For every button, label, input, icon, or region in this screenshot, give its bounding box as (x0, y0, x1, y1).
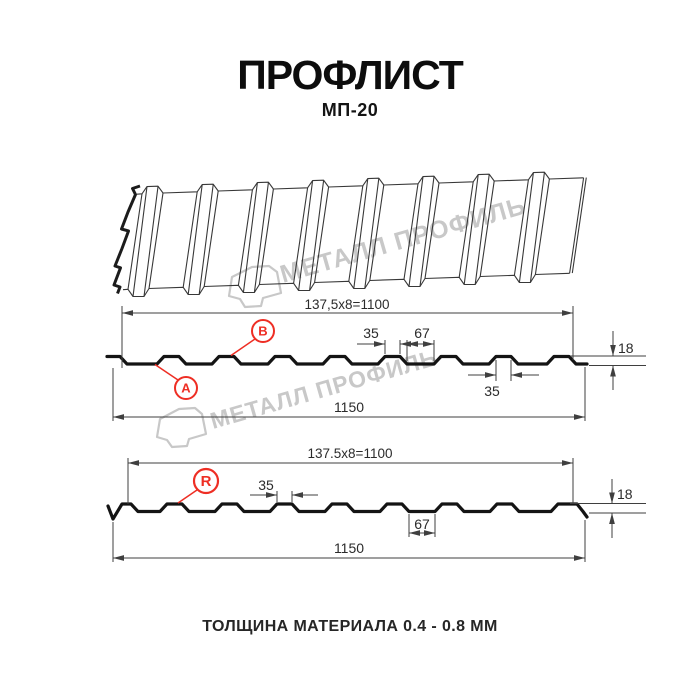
section-a: 137,5x8=1100 35 67 35 18 1150 A B (105, 297, 646, 421)
label-b-callout: B (230, 319, 275, 357)
section-r: 137.5x8=1100 35 67 18 1150 R (106, 446, 646, 562)
thickness-note: ТОЛЩИНА МАТЕРИАЛА 0.4 - 0.8 ММ (202, 618, 498, 635)
dim-crest-width: 35 (363, 325, 379, 341)
sheet-bottom-edge (122, 272, 570, 298)
dim-valley-width: 67 (414, 516, 430, 532)
section-a-profile-line (105, 354, 589, 366)
sheet-left-cut-face (112, 184, 141, 295)
dim-height: 18 (617, 486, 633, 502)
sheet-right-edge (569, 177, 587, 274)
rib-outer-lines (127, 178, 550, 290)
dim-overlap-width: 35 (484, 383, 500, 399)
rib-inner-lines (132, 172, 545, 297)
tick-line (495, 360, 512, 381)
ext-line (570, 503, 646, 514)
dim-total-width: 1150 (334, 540, 364, 556)
sheet-3d-view (112, 171, 587, 298)
dim-height: 18 (618, 340, 634, 356)
dim-valley-width: 67 (414, 325, 430, 341)
tick-line (276, 491, 293, 502)
sheet-top-edge (136, 171, 584, 195)
ext-line (112, 367, 586, 421)
ext-line (570, 355, 646, 366)
label-r-callout: R (177, 467, 220, 504)
brand-logo-icon (227, 264, 283, 309)
page-title: ПРОФЛИСТ (237, 52, 463, 98)
dim-pitch-formula: 137,5x8=1100 (305, 297, 390, 312)
watermark-brand-text: МЕТАЛЛ ПРОФИЛЬ (207, 344, 440, 434)
tick-line (384, 340, 401, 354)
watermark-brand-text: МЕТАЛЛ ПРОФИЛЬ (277, 192, 529, 289)
dim-total-width: 1150 (334, 399, 364, 415)
profile-model-subtitle: МП-20 (321, 100, 379, 120)
label-a-callout: A (154, 363, 198, 400)
ext-line (112, 520, 586, 562)
dim-pitch-formula: 137.5x8=1100 (308, 446, 393, 461)
label-r-text: R (201, 473, 212, 490)
section-r-profile-line (106, 502, 589, 521)
dim-crest-width: 35 (258, 477, 274, 493)
watermark-2: МЕТАЛЛ ПРОФИЛЬ (155, 344, 440, 449)
label-a-text: A (181, 381, 191, 396)
label-b-text: B (258, 324, 267, 339)
brand-logo-icon (155, 406, 208, 449)
